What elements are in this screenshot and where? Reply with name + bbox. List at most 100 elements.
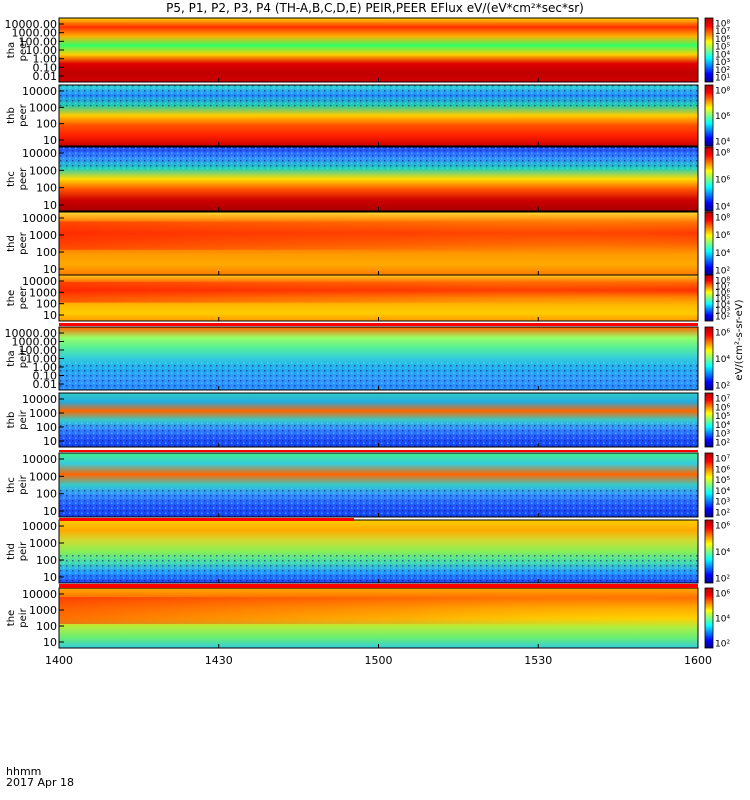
colorbar-tick-label: 10² <box>715 66 730 76</box>
y-tick-label: 10 <box>43 263 57 276</box>
y-tick-label: 10.00 <box>26 353 58 366</box>
y-tick-label: 10000 <box>22 212 57 225</box>
x-tick-label: 1530 <box>524 654 552 667</box>
y-tick-label: 1000.00 <box>12 336 58 349</box>
noise-texture <box>59 488 698 517</box>
species-label: peir <box>18 474 29 494</box>
flux-feature <box>59 221 698 250</box>
colorbar-tick-label: 10² <box>715 439 730 449</box>
date-label: 2017 Apr 18 <box>6 776 75 789</box>
y-tick-label: 100 <box>36 182 57 195</box>
probe-label: the <box>6 290 17 306</box>
species-label: peer <box>18 38 29 62</box>
colorbar-tick-label: 10⁷ <box>715 283 730 293</box>
y-tick-label: 10000 <box>22 520 57 533</box>
y-tick-label: 100 <box>36 246 57 259</box>
colorbar-tick-label: 10⁷ <box>715 455 730 465</box>
y-tick-label: 10 <box>43 134 57 147</box>
x-tick-label: 1430 <box>205 654 233 667</box>
noise-texture <box>59 554 698 583</box>
species-label: peir <box>18 541 29 561</box>
colorbar-tick-label: 10² <box>715 575 730 585</box>
colorbar-tick-label: 10³ <box>715 58 730 68</box>
colorbar-tick-label: 10⁸ <box>715 149 730 159</box>
panel-thb-peer: 10000 1000 100 10 thb peer 10⁸ 10⁶ 10⁴ <box>6 84 730 148</box>
colorbar-tick-label: 10⁵ <box>715 295 730 305</box>
colorbar-tick-label: 10² <box>715 640 730 650</box>
y-tick-label: 1000 <box>29 407 57 420</box>
species-label: peir <box>18 607 29 627</box>
y-tick-label: 0.10 <box>33 61 58 74</box>
y-tick-label: 1000 <box>29 604 57 617</box>
x-tick-label: 1600 <box>684 654 712 667</box>
colorbar-tick-label: 10⁴ <box>715 138 730 148</box>
probe-label: the <box>6 610 17 626</box>
y-tick-label: 1.00 <box>33 361 58 374</box>
panel-thd-peir: 10000 1000 100 10 thd peir 10⁶ 10⁴ 10² <box>6 519 730 585</box>
y-tick-label: 1000 <box>29 537 57 550</box>
colorbar-tick-label: 10³ <box>715 307 730 317</box>
species-label: peer <box>18 286 29 310</box>
probe-label: thd <box>6 543 17 560</box>
colorbar-tick-label: 10⁶ <box>715 590 730 600</box>
colorbar-tick-label: 10⁶ <box>715 465 730 475</box>
colorbar-tick-label: 10⁴ <box>715 50 730 60</box>
species-label: peir <box>18 348 29 368</box>
y-tick-label: 1000 <box>29 101 57 114</box>
y-tick-label: 10000 <box>22 147 57 160</box>
noise-texture <box>59 85 698 107</box>
noise-texture <box>59 147 698 170</box>
species-label: peer <box>18 167 29 191</box>
y-tick-label: 10.00 <box>26 44 58 57</box>
colorbar-tick-label: 10⁴ <box>715 203 730 213</box>
y-tick-label: 10000 <box>22 85 57 98</box>
probe-label: tha <box>6 350 17 366</box>
colorbar-tick-label: 10² <box>715 313 730 323</box>
colorbar-tick-label: 10⁴ <box>715 487 730 497</box>
colorbar <box>704 392 714 448</box>
colorbar-tick-label: 10⁴ <box>715 615 730 625</box>
colorbar-tick-label: 10⁶ <box>715 289 730 299</box>
y-tick-label: 1000 <box>29 229 57 242</box>
y-tick-label: 10 <box>43 571 57 584</box>
y-tick-label: 0.10 <box>33 370 58 383</box>
y-tick-label: 100 <box>36 421 57 434</box>
colorbar-unit-label: eV/(cm²-s-sr-eV) <box>734 299 745 380</box>
colorbar <box>704 84 714 147</box>
probe-label: thc <box>6 477 17 493</box>
colorbar-tick-label: 10⁴ <box>715 355 730 365</box>
species-label: peer <box>18 231 29 255</box>
colorbar-tick-label: 10⁸ <box>715 277 730 287</box>
y-tick-label: 10000 <box>22 393 57 406</box>
colorbar-tick-label: 10⁵ <box>715 412 730 422</box>
flux-feature <box>59 281 698 303</box>
y-tick-label: 10 <box>43 435 57 448</box>
y-tick-label: 10000.00 <box>5 327 58 340</box>
colorbar-tick-label: 10⁸ <box>715 87 730 97</box>
y-tick-label: 10000 <box>22 275 57 288</box>
colorbar-tick-label: 10⁴ <box>715 421 730 431</box>
colorbar-tick-label: 10⁴ <box>715 301 730 311</box>
colorbar-tick-label: 10⁶ <box>715 231 730 241</box>
colorbar-tick-label: 10⁶ <box>715 35 730 45</box>
y-tick-label: 100 <box>36 298 57 311</box>
colorbar-tick-label: 10² <box>715 382 730 392</box>
colorbar-tick-label: 10⁵ <box>715 476 730 486</box>
y-tick-label: 1000.00 <box>12 27 58 40</box>
colorbar-tick-label: 10⁴ <box>715 249 730 259</box>
y-tick-label: 1.00 <box>33 53 58 66</box>
spectrogram-body <box>59 18 698 82</box>
colorbar-tick-label: 10⁵ <box>715 43 730 53</box>
colorbar <box>704 274 714 322</box>
group-separator-bar <box>59 323 698 326</box>
colorbar-tick-label: 10³ <box>715 498 730 508</box>
colorbar-tick-label: 10⁷ <box>715 27 730 37</box>
probe-label: thb <box>6 107 17 124</box>
x-tick-label: 1500 <box>365 654 393 667</box>
colorbar-tick-label: 10³ <box>715 430 730 440</box>
